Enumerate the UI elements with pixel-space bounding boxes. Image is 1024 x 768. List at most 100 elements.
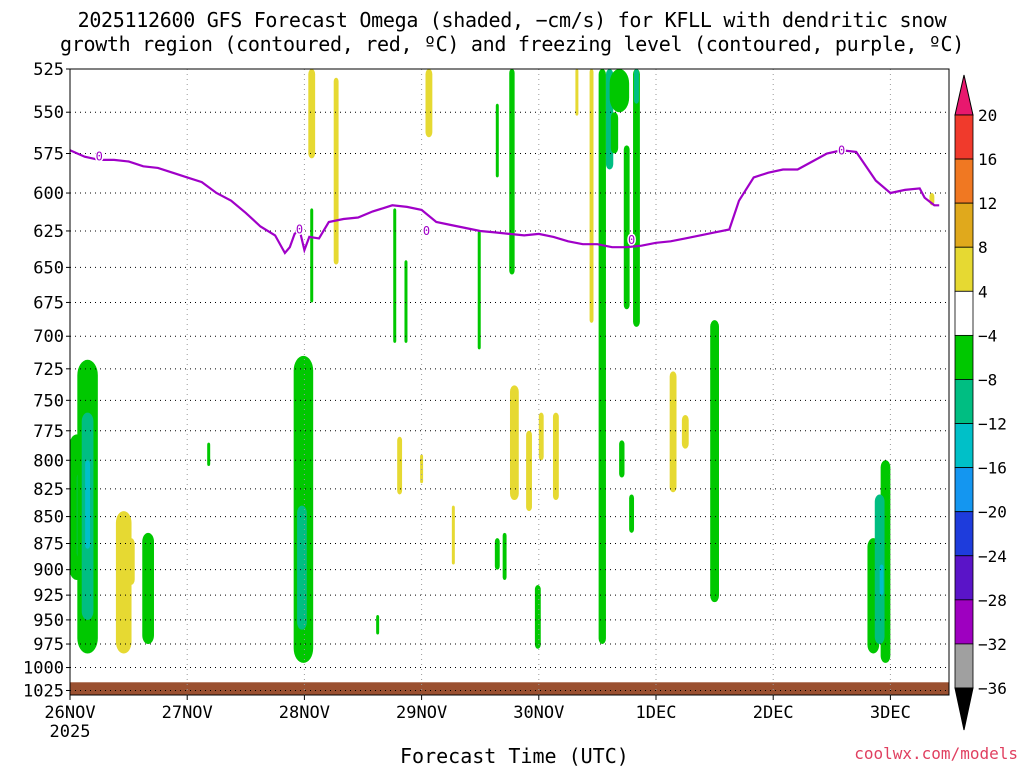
colorbar-box-2 — [954, 202, 974, 248]
colorbar-label: −16 — [978, 459, 1007, 478]
omega-region-29 — [538, 412, 544, 461]
x-tick-label: 30NOV — [513, 703, 564, 723]
omega-region-20 — [451, 505, 455, 565]
colorbar-label: −8 — [978, 370, 997, 389]
omega-shading — [69, 69, 935, 663]
y-tick-label: 900 — [33, 561, 64, 581]
y-axis: 525 550 575 600 625 650 675 700 725 750 775 800 825 8… — [23, 60, 70, 701]
y-tick-label: 700 — [33, 327, 64, 347]
y-tick-label: 1000 — [23, 659, 64, 679]
omega-region-6 — [127, 538, 135, 586]
omega-region-48 — [874, 494, 885, 645]
colorbar-label: 8 — [978, 238, 988, 257]
omega-region-32 — [575, 69, 579, 116]
colorbar-label: −12 — [978, 415, 1007, 434]
colorbar-box-11 — [954, 599, 974, 645]
y-tick-label: 875 — [33, 535, 64, 555]
colorbar-box-3 — [954, 246, 974, 292]
omega-region-39 — [633, 69, 640, 327]
omega-region-36 — [609, 69, 630, 113]
colorbar-label: 12 — [978, 194, 997, 213]
colorbar-label: 4 — [978, 282, 988, 301]
x-tick-label: 29NOV — [396, 703, 447, 723]
omega-region-7 — [142, 532, 154, 645]
y-tick-label: 775 — [33, 422, 64, 442]
y-tick-label: 950 — [33, 611, 64, 631]
ground-surface — [70, 682, 949, 695]
y-tick-label: 600 — [33, 184, 64, 204]
omega-region-14 — [333, 77, 339, 265]
y-tick-label: 800 — [33, 451, 64, 471]
y-tick-label: 1025 — [23, 681, 64, 701]
colorbar-label: −28 — [978, 591, 1007, 610]
colorbar-label: −36 — [978, 679, 1007, 698]
y-tick-label: 975 — [33, 635, 64, 655]
omega-region-22 — [477, 230, 481, 350]
colorbar-box-7 — [954, 423, 974, 469]
y-tick-label: 625 — [33, 222, 64, 242]
omega-region-23 — [509, 69, 515, 275]
omega-region-42 — [629, 494, 635, 533]
y-tick-label: 750 — [33, 391, 64, 411]
colorbar-box-4 — [954, 290, 974, 336]
y-tick-label: 675 — [33, 293, 64, 313]
omega-region-49 — [879, 564, 884, 596]
colorbar-box-10 — [954, 555, 974, 601]
colorbar-top-triangle — [954, 74, 974, 116]
colorbar-box-5 — [954, 334, 974, 380]
omega-region-13 — [308, 69, 316, 159]
colorbar-label: −32 — [978, 635, 1007, 654]
colorbar-bottom-triangle — [954, 687, 974, 731]
omega-region-31 — [534, 585, 541, 649]
colorbar-label: −24 — [978, 547, 1007, 566]
omega-region-26 — [502, 532, 507, 580]
x-tick-label: 3DEC — [870, 703, 911, 723]
omega-region-30 — [552, 412, 559, 501]
colorbar-box-12 — [954, 643, 974, 689]
x-tick-label: 26NOV — [44, 703, 95, 723]
y-tick-label: 825 — [33, 480, 64, 500]
y-tick-label: 575 — [33, 145, 64, 165]
freezing-level-contour: 0 0 0 0 0 — [69, 142, 940, 255]
colorbar-label: 16 — [978, 150, 997, 169]
omega-region-15 — [393, 208, 397, 343]
chart-title-line-2: growth region (contoured, red, ºC) and f… — [59, 32, 965, 56]
x-tick-year-label: 2025 — [50, 722, 91, 742]
freezing-level-label: 0 — [96, 150, 103, 164]
omega-region-27 — [509, 385, 519, 501]
colorbar-label: 20 — [978, 106, 997, 125]
omega-region-41 — [619, 440, 625, 478]
y-tick-label: 550 — [33, 103, 64, 123]
omega-region-28 — [526, 430, 532, 512]
y-tick-label: 525 — [33, 60, 64, 80]
y-tick-label: 925 — [33, 586, 64, 606]
omega-region-40 — [634, 69, 639, 104]
omega-region-34 — [598, 69, 606, 645]
omega-region-37 — [610, 112, 619, 154]
chart-title-line-1: 2025112600 GFS Forecast Omega (shaded, −… — [77, 8, 947, 32]
omega-region-25 — [494, 538, 500, 570]
omega-region-43 — [669, 371, 677, 493]
colorbar-box-8 — [954, 467, 974, 513]
omega-region-16 — [404, 260, 408, 343]
freezing-level-label: 0 — [296, 222, 303, 236]
colorbar-box-6 — [954, 379, 974, 424]
freezing-level-label: 0 — [838, 143, 845, 157]
x-tick-label: 1DEC — [636, 703, 677, 723]
omega-region-44 — [681, 415, 689, 449]
omega-region-17 — [425, 69, 433, 138]
colorbar-box-0 — [954, 114, 974, 160]
source-credit[interactable]: coolwx.com/models — [854, 744, 1018, 763]
freezing-level-label: 0 — [423, 224, 430, 238]
x-axis-label: Forecast Time (UTC) — [400, 744, 629, 768]
colorbar: 20 16 12 8 4 −4 −8 −12 −16 −20 −24 −28 −32 −36 — [954, 74, 1007, 731]
omega-region-45 — [710, 320, 719, 603]
colorbar-box-1 — [954, 158, 974, 204]
colorbar-label: −20 — [978, 503, 1007, 522]
freezing-level-line — [69, 149, 940, 255]
x-tick-label: 28NOV — [279, 703, 330, 723]
omega-region-33 — [589, 69, 594, 323]
x-axis: 26NOV 27NOV 28NOV 29NOV 30NOV 1DEC 2DEC 3DEC 202… — [44, 695, 911, 742]
omega-region-4 — [85, 460, 91, 549]
